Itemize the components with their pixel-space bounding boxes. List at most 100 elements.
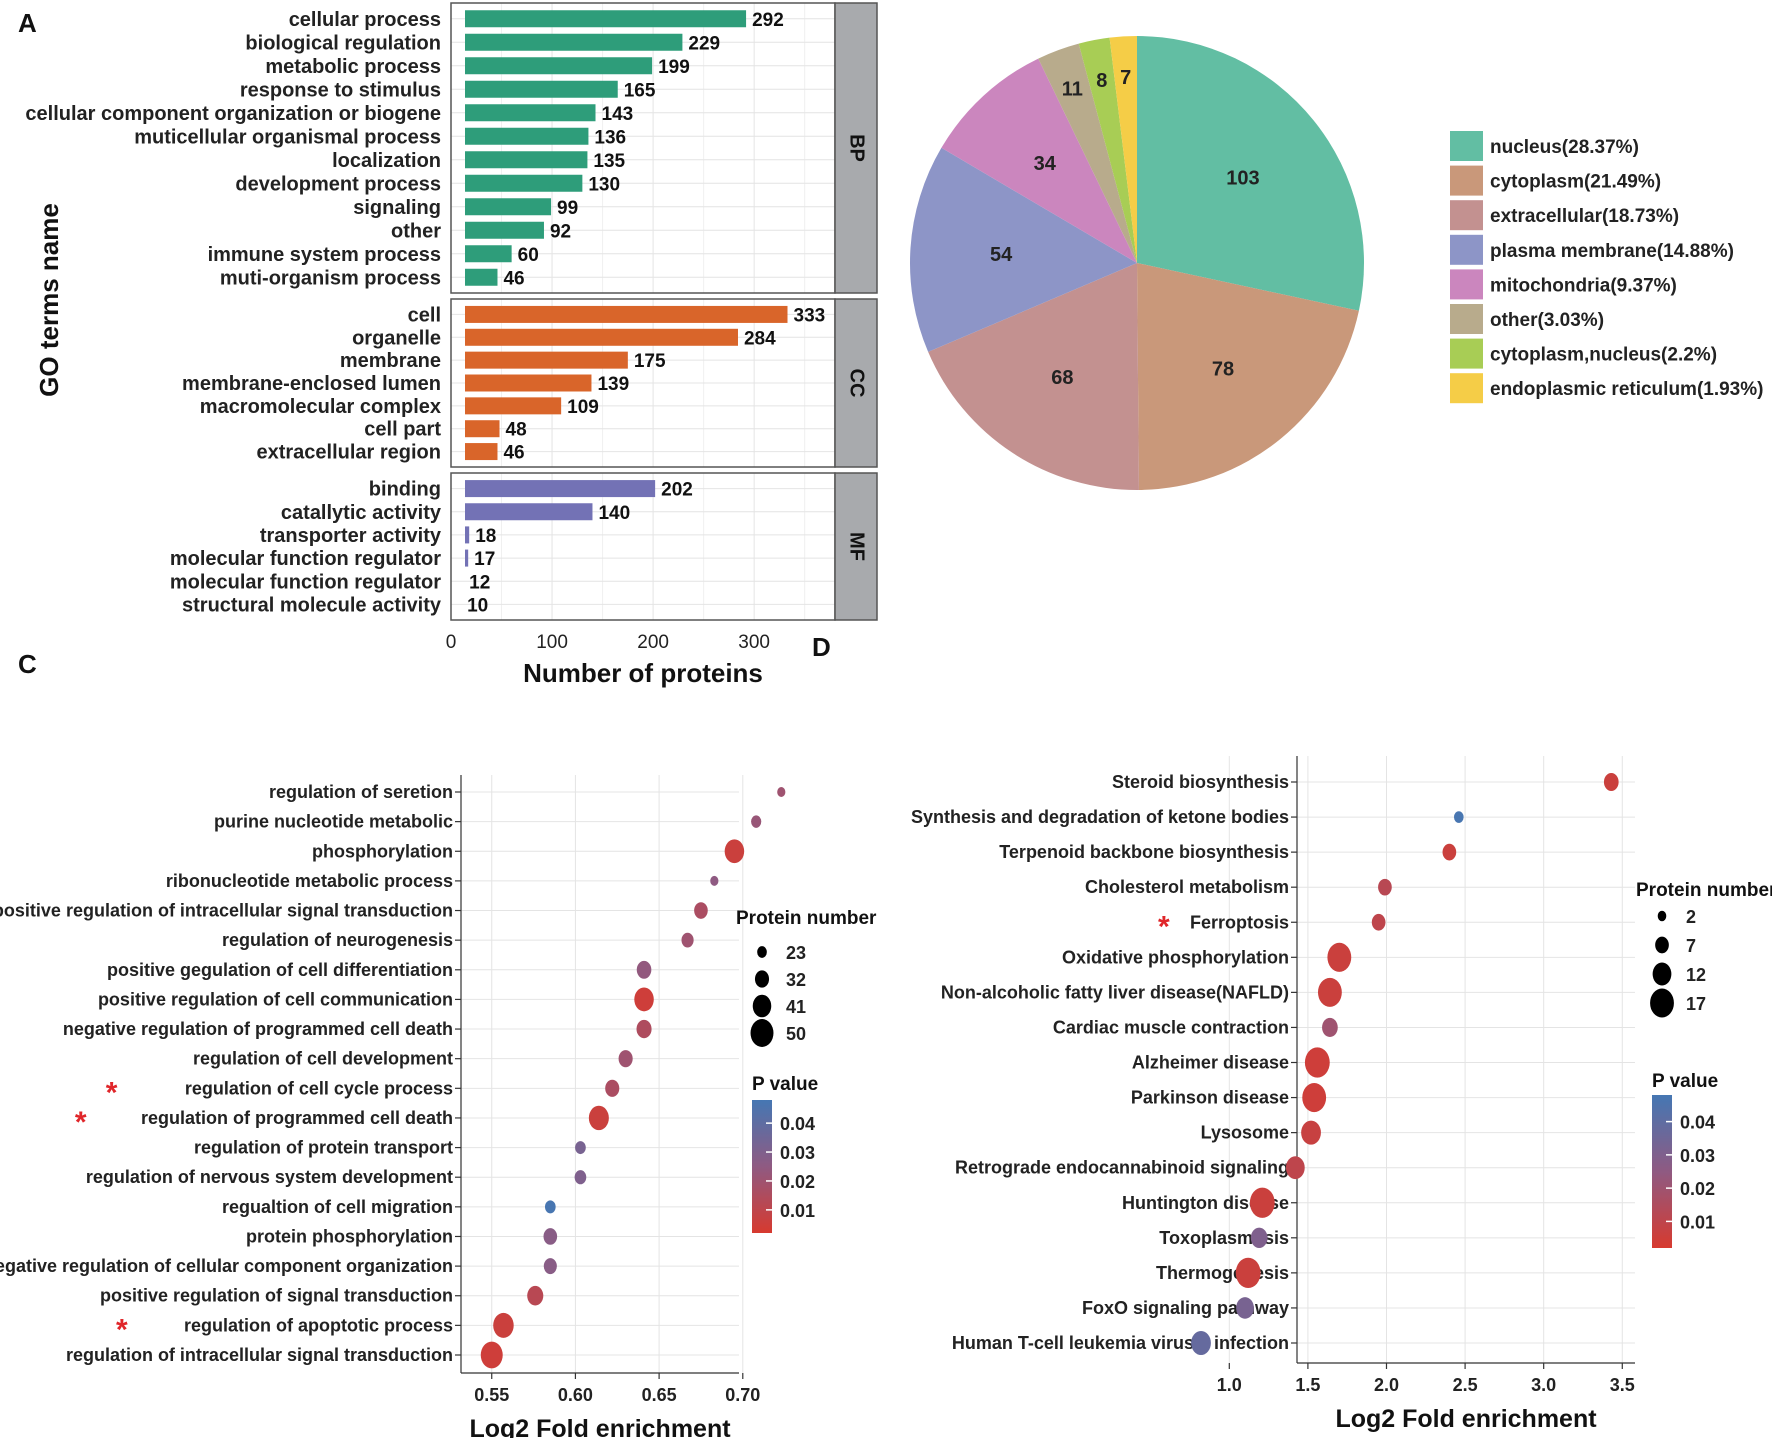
- bar: [465, 151, 588, 169]
- term-label: Cholesterol metabolism: [1085, 877, 1289, 897]
- bar-value-label: 199: [658, 57, 690, 78]
- pie-slice-value-label: 34: [1034, 153, 1057, 175]
- panel-a-bar-chart: 292 cellular process 229 biological regulat…: [25, 2, 878, 688]
- bubble: [1378, 878, 1392, 896]
- bubble: [724, 839, 745, 864]
- size-legend-label: 17: [1686, 994, 1706, 1014]
- category-label: molecular function regulator: [170, 548, 441, 570]
- bubble: [605, 1079, 620, 1097]
- bubble: [544, 1200, 556, 1214]
- bubble: [751, 815, 762, 828]
- bar: [465, 374, 592, 392]
- x-tick-label: 100: [536, 632, 568, 653]
- size-legend-dot: [1650, 988, 1674, 1018]
- bar: [465, 305, 788, 323]
- bar: [465, 57, 653, 75]
- term-label: negative regulation of programmed cell d…: [63, 1019, 453, 1039]
- bar: [465, 443, 498, 461]
- significance-star: *: [116, 1313, 128, 1346]
- term-label: Toxoplasmosis: [1159, 1228, 1289, 1248]
- bar: [465, 397, 562, 415]
- category-label: cell part: [364, 419, 441, 441]
- bubble: [480, 1341, 503, 1369]
- color-legend-label: 0.01: [1680, 1212, 1715, 1232]
- bubble: [493, 1312, 514, 1338]
- term-label: Terpenoid backbone biosynthesis: [999, 842, 1289, 862]
- bar-value-label: 229: [688, 33, 720, 54]
- bar-value-label: 143: [602, 104, 634, 125]
- pie-legend: nucleus(28.37%) cytoplasm(21.49%) extracel…: [1450, 131, 1763, 404]
- bar-value-label: 139: [597, 374, 629, 395]
- category-label: extracellular region: [256, 442, 441, 464]
- legend-swatch: [1450, 234, 1483, 265]
- size-legend-dot: [1655, 936, 1669, 954]
- bubble: [1302, 1083, 1327, 1113]
- term-label: Retrograde endocannabinoid signaling: [955, 1158, 1289, 1178]
- facet-strip-label: MF: [846, 532, 868, 561]
- bar-value-label: 333: [794, 305, 826, 326]
- legend-swatch: [1450, 165, 1483, 196]
- term-label: Synthesis and degradation of ketone bodi…: [911, 807, 1289, 827]
- category-label: membrane: [340, 350, 441, 372]
- legend-swatch: [1450, 200, 1483, 231]
- x-tick-label: 2.0: [1374, 1375, 1399, 1395]
- legend-swatch: [1450, 131, 1483, 161]
- category-label: cell: [408, 304, 441, 326]
- legend-label: endoplasmic reticulum(1.93%): [1490, 379, 1763, 400]
- size-legend: Protein number 23 32 41 50: [736, 908, 877, 1047]
- category-label: metabolic process: [265, 56, 441, 78]
- pie-slice-value-label: 11: [1062, 78, 1083, 100]
- x-tick-label: 0.55: [474, 1385, 509, 1405]
- category-label: muti-organism process: [220, 267, 441, 289]
- bubble: [1322, 1017, 1338, 1038]
- term-label: regulation of cell cycle process: [185, 1078, 453, 1098]
- term-label: regulation of protein transport: [194, 1138, 453, 1158]
- significance-star: *: [106, 1076, 118, 1109]
- bubble: [1250, 1227, 1268, 1249]
- bubble: [1371, 913, 1386, 931]
- bubble: [1191, 1330, 1211, 1356]
- significance-star: *: [1158, 910, 1170, 943]
- term-label: regulation of intracellular signal trans…: [66, 1345, 453, 1365]
- panel-c-bubble-chart: 0.55 0.60 0.65 0.70 Log2 Fold enrichment regu…: [0, 775, 877, 1443]
- bar: [465, 328, 738, 346]
- pie-slice: [1137, 36, 1365, 311]
- size-legend-dot: [752, 994, 772, 1018]
- bar-value-label: 109: [567, 397, 599, 418]
- bubble: [575, 1141, 586, 1155]
- term-label: regualtion of cell migration: [222, 1197, 453, 1217]
- pie-slice-value-label: 7: [1120, 67, 1131, 89]
- term-label: regulation of programmed cell death: [141, 1108, 453, 1128]
- pie-slice-value-label: 78: [1212, 359, 1234, 381]
- x-axis-title: Log2 Fold enrichment: [469, 1415, 731, 1438]
- color-legend-label: 0.01: [780, 1201, 815, 1221]
- color-legend: P value 0.04 0.03 0.02 0.01: [1652, 1071, 1718, 1248]
- facet-strip: [834, 472, 878, 621]
- term-label: Human T-cell leukemia virus 1 infection: [952, 1333, 1289, 1353]
- facet-strip-label: CC: [846, 369, 868, 398]
- bar: [465, 127, 589, 145]
- bubble: [1236, 1297, 1254, 1319]
- legend-swatch: [1450, 269, 1483, 300]
- x-tick-label: 200: [637, 632, 669, 653]
- x-tick-label: 0.65: [642, 1385, 677, 1405]
- size-legend-label: 50: [786, 1024, 806, 1044]
- pie-slice-value-label: 54: [990, 244, 1013, 266]
- color-legend-title: P value: [1652, 1071, 1718, 1092]
- color-legend-label: 0.04: [780, 1114, 815, 1134]
- bubble: [1235, 1257, 1261, 1289]
- bubble: [1317, 977, 1342, 1007]
- category-label: biological regulation: [245, 32, 441, 54]
- bubble: [636, 1019, 652, 1039]
- bar-value-label: 99: [557, 198, 578, 219]
- bubble: [1327, 942, 1352, 972]
- bubble: [543, 1228, 558, 1245]
- bar-value-label: 175: [634, 351, 666, 372]
- color-legend-label: 0.03: [1680, 1146, 1715, 1166]
- x-tick-label: 1.0: [1217, 1375, 1242, 1395]
- pie-slice-value-label: 68: [1051, 367, 1073, 389]
- category-label: transporter activity: [260, 525, 442, 547]
- term-label: regulation of nervous system development: [86, 1167, 453, 1187]
- bubble: [543, 1258, 557, 1275]
- bar-value-label: 18: [475, 526, 496, 547]
